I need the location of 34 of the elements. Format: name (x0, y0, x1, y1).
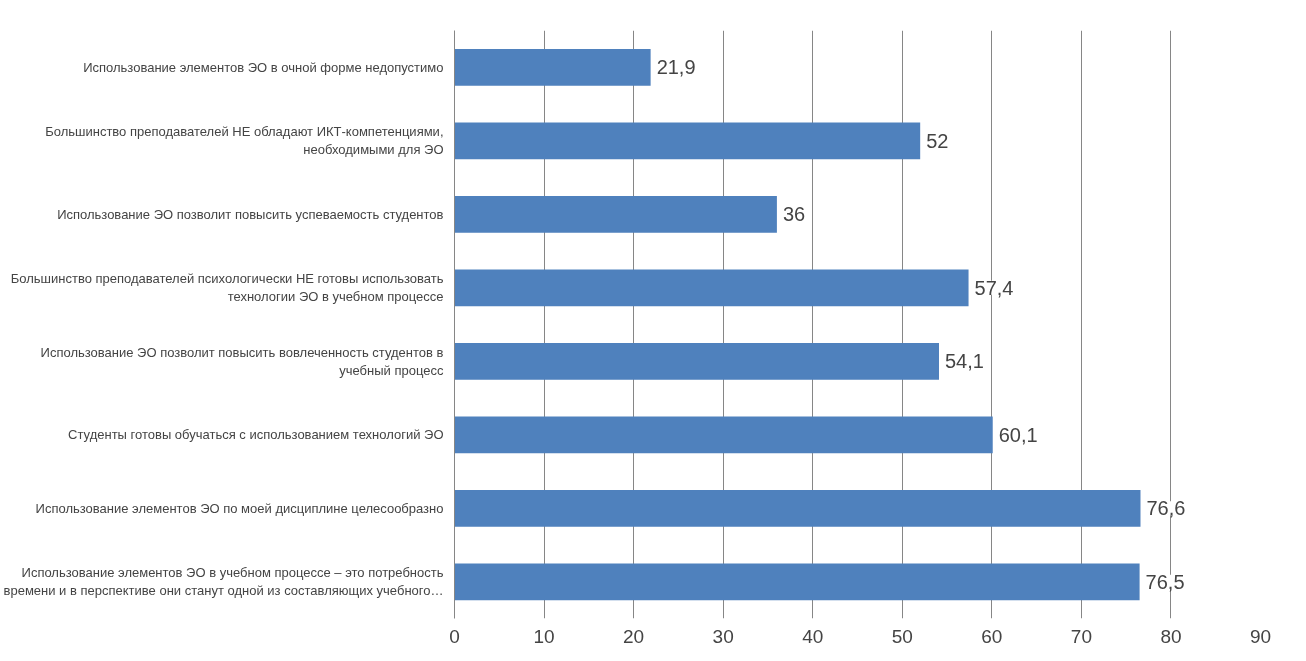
bar (454, 489, 1141, 527)
bar (454, 195, 777, 233)
x-tick-label: 30 (712, 625, 734, 647)
data-label: 36 (782, 203, 806, 226)
y-tick-label: Использование элементов ЭО в очной форме недопустимо (83, 59, 444, 75)
y-tick-label: Студенты готовы обучаться с использованием технологий ЭО (68, 427, 444, 443)
x-tick-label: 40 (802, 625, 824, 647)
bar (454, 563, 1140, 601)
x-tick-label: 80 (1160, 625, 1182, 647)
bar (454, 122, 921, 160)
x-tick-label: 0 (449, 625, 460, 647)
y-tick-label: Использование ЭО позволит повысить успеваемость студентов (57, 206, 444, 222)
data-label: 76,6 (1146, 497, 1186, 520)
data-label: 52 (926, 129, 949, 152)
data-label: 57,4 (974, 276, 1014, 299)
y-tick-label: Использование ЭО позволит повысить вовлеченность студентов в учебный процесс (40, 344, 444, 378)
bar (454, 416, 993, 454)
bar (454, 48, 651, 86)
data-label: 60,1 (998, 423, 1038, 446)
x-tick-label: 70 (1070, 625, 1092, 647)
x-tick-label: 50 (891, 625, 913, 647)
x-tick-label: 20 (623, 625, 645, 647)
data-label: 21,9 (656, 56, 696, 79)
y-tick-label: Использование элементов ЭО по моей дисциплине целесообразно (35, 500, 444, 516)
y-tick-label: Использование элементов ЭО в учебном процессе – это потребность времени и в перспективе они станут одной из составляющих учебного… (3, 565, 444, 599)
x-tick-label: 90 (1249, 625, 1272, 647)
bar (454, 342, 939, 380)
x-tick-label: 10 (533, 625, 555, 647)
bar (454, 269, 969, 307)
x-tick-label: 60 (981, 625, 1003, 647)
data-label: 76,5 (1145, 570, 1185, 593)
data-label: 54,1 (945, 350, 984, 373)
y-tick-label: Большинство преподавателей психологически НЕ готовы использовать технологии ЭО в учебном процессе (10, 271, 444, 305)
y-tick-label: Большинство преподавателей НЕ обладают ИКТ-компетенциями, необходимыми для ЭО (45, 124, 444, 158)
